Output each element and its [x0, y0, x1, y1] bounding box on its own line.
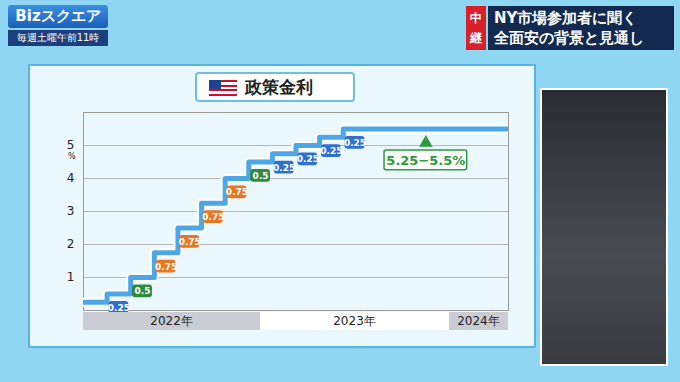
svg-text:0.25: 0.25 — [344, 138, 366, 148]
html-text:Bizスクエア: Bizスクエア — [15, 7, 101, 25]
svg-text:0.5: 0.5 — [135, 286, 151, 296]
html-text:全面安の背景と見通し: 全面安の背景と見通し — [494, 29, 644, 47]
html-text:継: 継 — [470, 31, 482, 45]
html-text:政策金利: 政策金利 — [245, 77, 313, 97]
svg-text:3: 3 — [67, 204, 75, 218]
svg-text:0.75: 0.75 — [226, 187, 248, 197]
html-text:毎週土曜午前11時: 毎週土曜午前11時 — [16, 32, 100, 43]
html-text:2022年: 2022年 — [150, 314, 193, 328]
html-text:2023年: 2023年 — [333, 314, 376, 328]
svg-text:0.25: 0.25 — [320, 146, 342, 156]
svg-text:5.25−5.5%: 5.25−5.5% — [386, 153, 465, 168]
svg-text:1: 1 — [67, 270, 75, 284]
html-text:中: 中 — [470, 11, 482, 25]
svg-text:0.25: 0.25 — [273, 162, 295, 172]
svg-text:0.75: 0.75 — [202, 212, 224, 222]
svg-text:0.75: 0.75 — [155, 261, 177, 271]
svg-text:5: 5 — [67, 138, 75, 152]
html-text:2024年: 2024年 — [457, 314, 500, 328]
svg-text:0.5: 0.5 — [253, 171, 269, 181]
html-text:NY市場参加者に聞く: NY市場参加者に聞く — [494, 9, 638, 27]
svg-text:0.25: 0.25 — [297, 154, 319, 164]
svg-text:0.25: 0.25 — [107, 302, 130, 313]
svg-text:4: 4 — [67, 171, 75, 185]
svg-text:0.75: 0.75 — [179, 237, 201, 247]
svg-text:%: % — [68, 152, 76, 161]
svg-text:2: 2 — [67, 237, 75, 251]
